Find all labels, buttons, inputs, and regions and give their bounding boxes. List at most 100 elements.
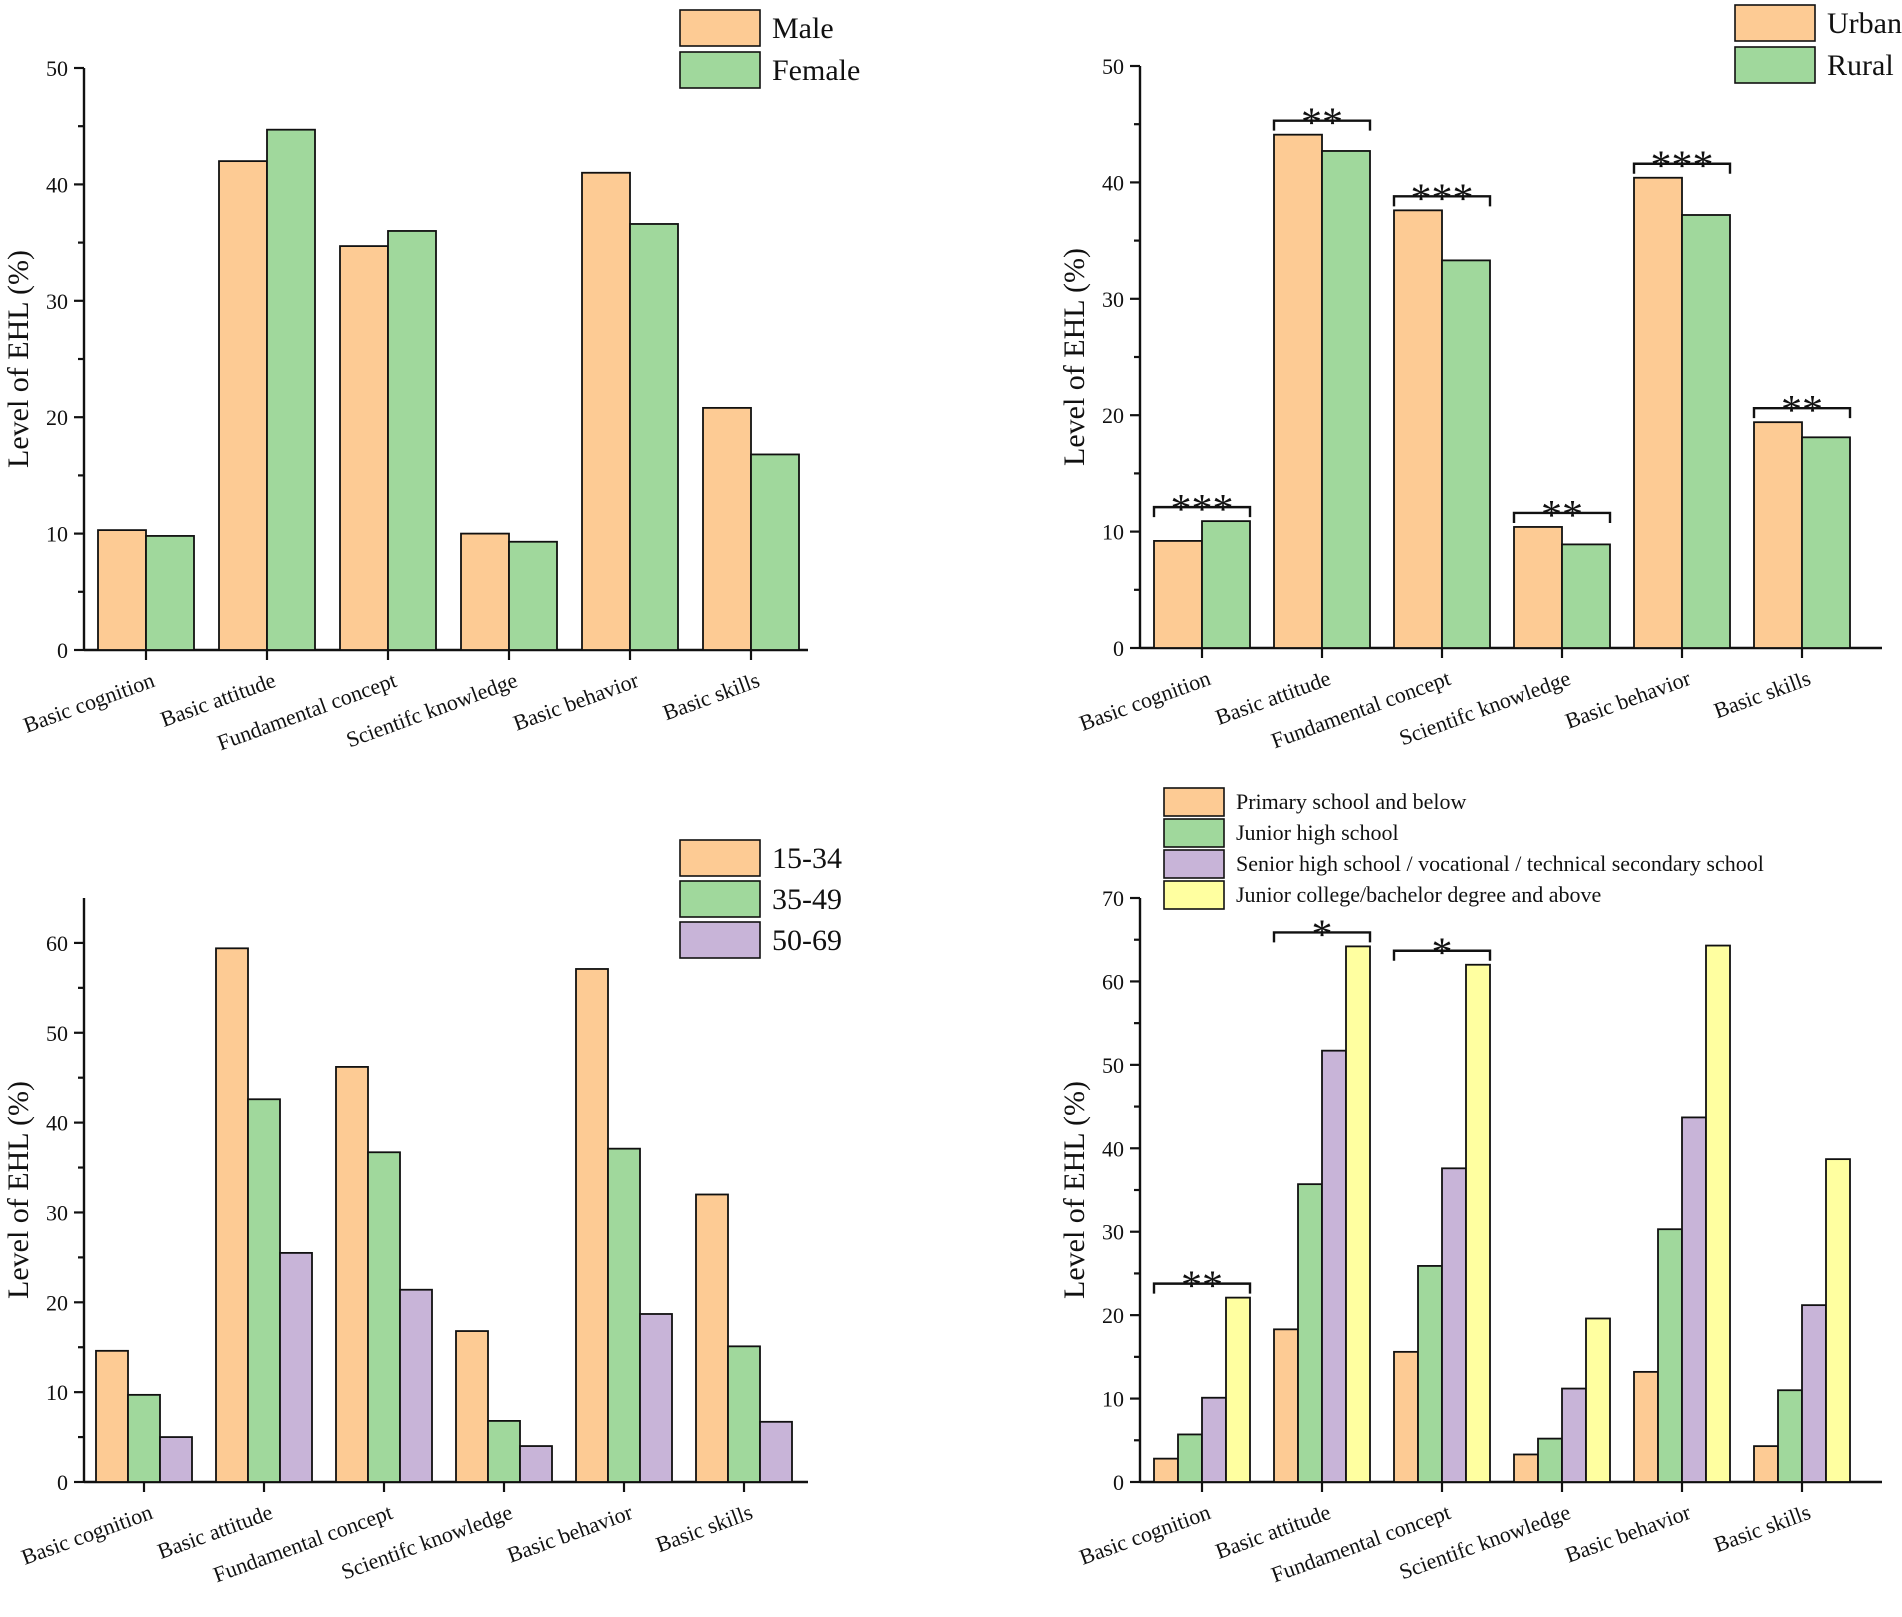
bar-female-basic-cognition	[145, 535, 195, 651]
x-tick-label-basic-cognition: Basic cognition	[1076, 1499, 1214, 1570]
chart-panel-residence: 0 10 20 30 40 50 Level of EHL (%) Basic cogniti…	[1058, 4, 1902, 753]
legend-swatch-rural	[1734, 46, 1816, 84]
y-tick-label: 20	[46, 1290, 68, 1315]
bar-junior-high-school-basic-behavior	[1657, 1228, 1683, 1483]
bar-junior-college-bachelor-degree-and-above-basic-cognition	[1225, 1296, 1251, 1483]
legend-label-15-34: 15-34	[772, 842, 842, 875]
y-axis-title: Level of EHL (%)	[2, 1081, 35, 1299]
legend-swatch-female	[679, 51, 761, 89]
bar-junior-high-school-basic-skills	[1777, 1389, 1803, 1483]
bar-rural-basic-behavior	[1681, 214, 1731, 649]
bar-female-basic-behavior	[629, 223, 679, 651]
y-tick-label: 30	[46, 289, 68, 314]
legend-label-junior-high-school: Junior high school	[1236, 820, 1399, 845]
bar-35-49-basic-skills	[727, 1345, 761, 1483]
bar-15-34-fundamental-concept	[335, 1066, 369, 1483]
x-tick-label-basic-skills: Basic skills	[652, 1499, 755, 1557]
significance-bracket	[1632, 162, 1732, 174]
y-tick-label: 60	[46, 931, 68, 956]
y-tick-label: 0	[57, 638, 68, 663]
bar-35-49-scientifc-knowledge	[487, 1420, 521, 1483]
x-tick-label-basic-cognition: Basic cognition	[18, 1499, 156, 1570]
bar-female-basic-attitude	[266, 128, 316, 651]
y-tick-label: 40	[46, 172, 68, 197]
legend-swatch-15-34	[679, 839, 761, 877]
legend-label-junior-college-bachelor-degree-and-above: Junior college/bachelor degree and above	[1236, 882, 1601, 907]
significance-bracket	[1152, 1282, 1252, 1294]
bar-male-basic-attitude	[218, 160, 268, 651]
bar-senior-high-school-vocational-technical-secondary-school-basic-skills	[1801, 1304, 1827, 1483]
bar-15-34-basic-skills	[695, 1193, 729, 1483]
significance-bracket	[1752, 406, 1852, 419]
significance-bracket	[1272, 119, 1372, 131]
significance-label: *	[1432, 931, 1453, 977]
bar-male-basic-behavior	[581, 171, 631, 651]
significance-label: ***	[1651, 144, 1714, 190]
x-tick-label-basic-behavior: Basic behavior	[504, 1499, 637, 1568]
significance-label: **	[1781, 388, 1823, 434]
x-tick-label-basic-behavior: Basic behavior	[510, 667, 643, 736]
x-tick-label-basic-skills: Basic skills	[659, 667, 762, 725]
y-tick-label: 50	[1102, 1053, 1124, 1078]
bar-50-69-fundamental-concept	[399, 1288, 433, 1483]
legend-label-urban: Urban	[1827, 7, 1902, 40]
legend-label-50-69: 50-69	[772, 924, 842, 957]
bar-50-69-scientifc-knowledge	[519, 1445, 553, 1483]
legend-swatch-male	[679, 9, 761, 47]
bar-urban-basic-attitude	[1273, 133, 1323, 649]
significance-label: ***	[1171, 487, 1234, 533]
significance-bracket	[1392, 949, 1492, 961]
legend-label-rural: Rural	[1827, 49, 1894, 82]
y-tick-label: 50	[1102, 54, 1124, 79]
bar-rural-basic-cognition	[1201, 520, 1251, 649]
bar-female-scientifc-knowledge	[508, 540, 558, 651]
chart-panel-gender: 0 10 20 30 40 50 Level of EHL (%) Basic cogniti…	[2, 9, 860, 755]
bar-urban-fundamental-concept	[1393, 209, 1443, 649]
y-tick-label: 50	[46, 56, 68, 81]
bar-female-basic-skills	[750, 453, 800, 651]
y-axis-title: Level of EHL (%)	[2, 250, 35, 468]
legend-swatch-urban	[1734, 4, 1816, 42]
bar-rural-fundamental-concept	[1441, 259, 1491, 649]
x-tick-label-basic-skills: Basic skills	[1710, 1499, 1813, 1557]
legend-swatch-50-69	[679, 921, 761, 959]
bar-male-basic-skills	[702, 406, 752, 651]
bar-primary-school-and-below-scientifc-knowledge	[1513, 1453, 1539, 1483]
bar-senior-high-school-vocational-technical-secondary-school-basic-attitude	[1321, 1049, 1347, 1483]
significance-label: **	[1301, 101, 1343, 147]
y-tick-label: 20	[1102, 1303, 1124, 1328]
bar-primary-school-and-below-fundamental-concept	[1393, 1350, 1419, 1483]
y-tick-label: 20	[46, 405, 68, 430]
y-tick-label: 10	[46, 1380, 68, 1405]
bar-35-49-basic-attitude	[247, 1098, 281, 1483]
bar-primary-school-and-below-basic-attitude	[1273, 1328, 1299, 1483]
bar-senior-high-school-vocational-technical-secondary-school-fundamental-concept	[1441, 1167, 1467, 1483]
y-tick-label: 50	[46, 1021, 68, 1046]
bar-50-69-basic-behavior	[639, 1313, 673, 1483]
significance-label: ***	[1411, 176, 1474, 222]
legend-swatch-35-49	[679, 880, 761, 918]
y-axis-title: Level of EHL (%)	[1058, 1081, 1091, 1299]
bar-urban-basic-skills	[1753, 421, 1803, 649]
legend-label-senior-high-school-vocational-technical-secondary-school: Senior high school / vocational / techni…	[1236, 851, 1764, 876]
legend-label-primary-school-and-below: Primary school and below	[1236, 789, 1466, 814]
y-tick-label: 70	[1102, 886, 1124, 911]
bar-junior-college-bachelor-degree-and-above-scientifc-knowledge	[1585, 1317, 1611, 1483]
bar-50-69-basic-skills	[759, 1420, 793, 1483]
y-tick-label: 0	[1113, 636, 1124, 661]
significance-label: *	[1312, 912, 1333, 958]
bar-primary-school-and-below-basic-behavior	[1633, 1370, 1659, 1483]
bar-35-49-basic-behavior	[607, 1147, 641, 1483]
bar-male-scientifc-knowledge	[460, 532, 510, 651]
y-tick-label: 30	[1102, 1220, 1124, 1245]
bar-junior-college-bachelor-degree-and-above-fundamental-concept	[1465, 963, 1491, 1483]
y-tick-label: 40	[1102, 170, 1124, 195]
significance-bracket	[1272, 931, 1372, 943]
x-tick-label-basic-behavior: Basic behavior	[1562, 665, 1695, 734]
bar-male-basic-cognition	[97, 529, 147, 651]
bar-junior-high-school-basic-cognition	[1177, 1433, 1203, 1483]
legend: 15-34 35-49 50-69	[679, 839, 842, 959]
significance-bracket	[1512, 511, 1612, 523]
bar-primary-school-and-below-basic-cognition	[1153, 1457, 1179, 1483]
